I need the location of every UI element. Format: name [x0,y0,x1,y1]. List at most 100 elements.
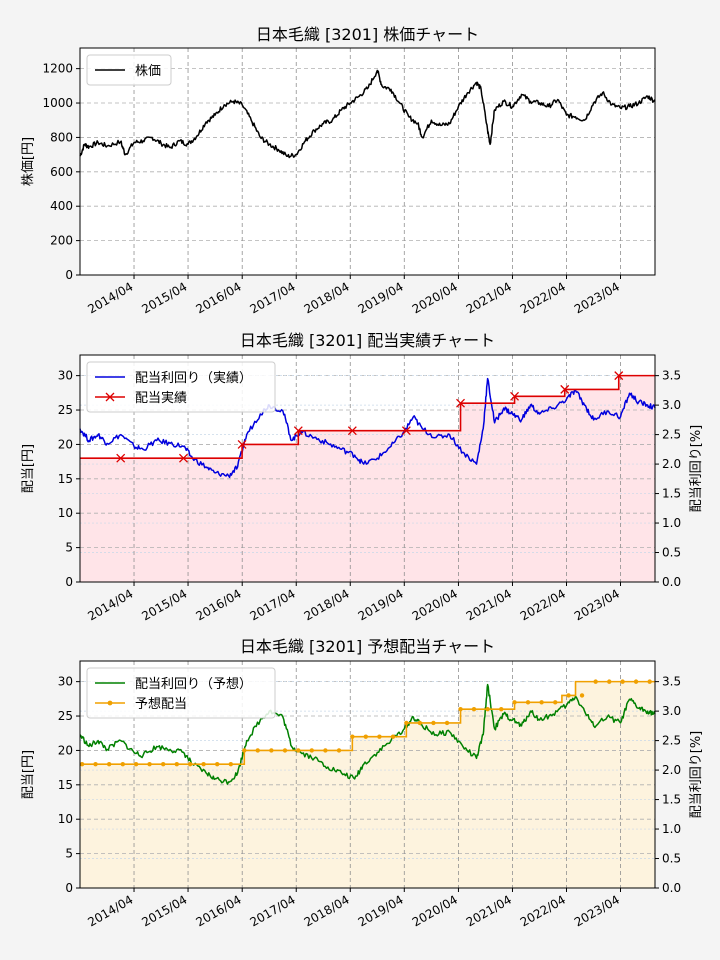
data-point-x [560,384,570,394]
data-point-x [116,453,126,463]
legend-label: 株価 [135,64,161,79]
x-tick-label: 2018/04 [302,586,352,623]
data-point-dot [282,748,288,753]
data-point-x [401,426,411,436]
legend-label: 配当実績 [135,390,187,406]
data-point-dot [336,748,342,753]
data-point-dot [187,761,193,767]
data-point-x [293,426,303,436]
x-tick-label: 2016/04 [194,586,244,623]
y-right-tick-label: 0.0 [662,881,681,895]
y-right-tick-label: 2.0 [662,457,681,471]
y-right-tick-label: 0.5 [662,546,681,560]
data-point-dot [579,693,585,698]
y-axis-label-right: 配当利回り[%] [689,425,704,513]
data-point-dot [106,761,112,767]
data-point-dot [93,761,98,767]
y-tick-label: 0 [65,575,73,589]
data-point-dot [607,679,612,684]
x-tick-label: 2014/04 [85,586,135,623]
y-tick-label: 0 [65,268,73,282]
y-tick-label: 10 [58,812,73,826]
y-tick-label: 1000 [42,96,73,110]
x-tick-label: 2019/04 [356,279,406,316]
data-point-x [614,371,624,381]
panel-1: 2014/04 2015/04 2016/04 2017/04 2018/04 2019/… [21,25,656,317]
x-tick-label: 2015/04 [139,279,189,316]
y-tick-label: 1200 [42,62,73,76]
data-point-dot [499,706,504,712]
y-tick-label: 25 [58,709,73,723]
y-tick-label: 15 [58,472,73,486]
data-point-dot [553,700,558,705]
x-tick-label: 2021/04 [464,892,514,929]
data-point-dot [255,748,260,753]
y-right-tick-label: 3.0 [662,398,681,412]
x-tick-label: 2020/04 [410,279,460,316]
data-point-dot [160,761,166,767]
y-axis-label: 配当[円] [21,444,36,493]
y-axis-label: 株価[円] [21,137,36,186]
y-tick-label: 10 [58,506,73,520]
panel-2: 2014/04 2015/04 2016/04 2017/04 2018/04 2019/… [21,331,704,624]
y-right-tick-label: 3.5 [662,369,681,383]
y-tick-label: 25 [58,403,73,417]
x-tick-label: 2022/04 [518,279,568,316]
data-point-dot [566,693,571,698]
data-point-dot [377,734,382,739]
x-tick-label: 2016/04 [194,279,244,316]
y-tick-label: 30 [58,369,73,383]
x-tick-label: 2019/04 [356,586,406,623]
data-point-dot [647,679,652,684]
x-tick-label: 2018/04 [302,279,352,316]
data-point-dot [390,734,396,739]
data-point-dot [323,748,328,753]
series-line-2 [80,374,655,459]
x-tick-label: 2021/04 [464,586,514,623]
legend-label: 予想配当 [135,696,187,712]
plot-frame [79,47,656,276]
data-point-dot [309,748,314,753]
data-point-dot [296,748,301,753]
x-tick-label: 2015/04 [139,586,189,623]
y-tick-label: 0 [65,881,73,895]
legend [86,361,276,413]
data-point-dot [471,706,477,712]
data-point-dot [404,720,409,726]
data-point-dot [133,761,139,767]
data-point-dot [444,720,450,726]
data-point-x [237,439,247,449]
panel-3: 2014/04 2015/04 2016/04 2017/04 2018/04 2019/… [21,637,704,930]
x-tick-label: 2022/04 [518,892,568,929]
y-right-tick-label: 1.0 [662,822,681,836]
series-line-1 [79,683,656,785]
y-axis-label: 配当[円] [21,750,36,799]
plot-area [80,48,655,275]
data-point-dot [242,748,247,753]
y-right-tick-label: 3.5 [662,675,681,689]
y-tick-label: 600 [50,165,73,179]
x-tick-label: 2017/04 [248,586,298,623]
y-right-tick-label: 3.0 [662,704,681,718]
x-tick-label: 2020/04 [410,892,460,929]
data-point-dot [228,761,234,767]
x-tick-label: 2017/04 [248,279,298,316]
y-right-tick-label: 0.5 [662,852,681,866]
x-tick-label: 2019/04 [356,892,406,929]
data-point-dot [350,734,355,739]
plot-frame [79,354,656,583]
chart-title: 日本毛織 [3201] 配当実績チャート [240,331,495,350]
x-tick-label: 2017/04 [248,892,298,929]
y-tick-label: 800 [50,130,73,144]
data-point-dot [79,761,85,767]
data-point-dot [539,700,544,705]
data-point-x [510,391,520,401]
y-right-tick-label: 1.5 [662,793,681,807]
y-right-tick-label: 0.0 [662,575,681,589]
y-tick-label: 400 [50,199,73,213]
x-tick-label: 2023/04 [572,279,622,316]
x-tick-label: 2020/04 [410,586,460,623]
data-point-dot [363,734,368,739]
y-right-tick-label: 2.5 [662,428,681,442]
